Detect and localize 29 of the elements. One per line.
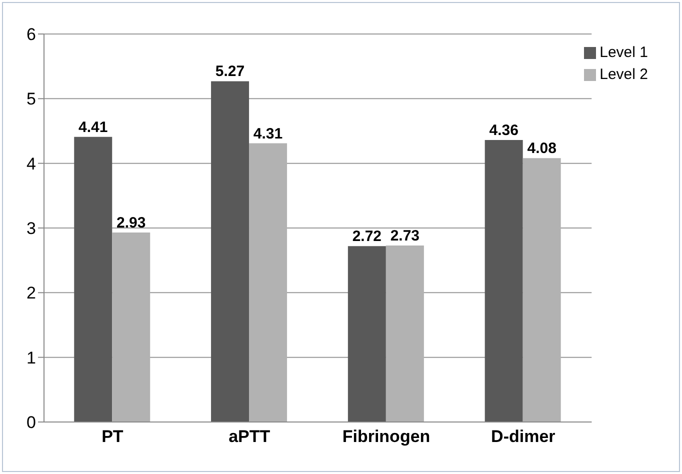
y-tick-label: 6 <box>26 25 36 44</box>
bar <box>112 232 150 422</box>
data-label: 4.36 <box>489 122 518 140</box>
data-label: 5.27 <box>215 63 245 80</box>
y-tick-label: 1 <box>26 348 36 368</box>
data-label: 4.08 <box>527 140 556 158</box>
y-tick-label: 5 <box>26 90 36 109</box>
bar <box>249 143 288 422</box>
bar <box>386 245 424 422</box>
bar <box>522 158 561 422</box>
bar <box>211 81 250 422</box>
x-tick-label: PT <box>102 427 124 446</box>
legend-label: Level 1 <box>600 44 648 61</box>
data-label: 4.31 <box>253 125 283 142</box>
y-tick-label: 3 <box>26 219 36 238</box>
data-label: 2.73 <box>390 227 420 244</box>
x-tick-label: Fibrinogen <box>342 427 430 446</box>
x-tick-label: aPTT <box>228 427 271 446</box>
data-label: 4.41 <box>78 118 108 136</box>
y-tick-label: 2 <box>26 284 36 303</box>
bar <box>348 246 386 422</box>
bar <box>484 140 523 422</box>
data-label: 2.72 <box>352 228 382 246</box>
data-label: 2.93 <box>116 214 146 232</box>
y-tick-label: 0 <box>26 413 36 432</box>
legend-label: Level 2 <box>600 66 648 83</box>
x-tick-label: D-dimer <box>491 427 556 446</box>
y-tick-label: 4 <box>26 154 36 174</box>
bar <box>74 136 112 422</box>
